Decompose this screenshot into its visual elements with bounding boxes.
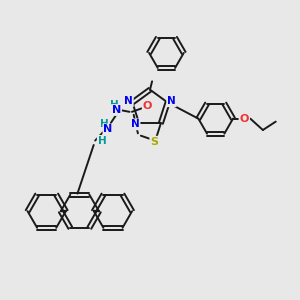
Text: N: N <box>103 124 113 134</box>
Text: N: N <box>124 96 133 106</box>
Text: H: H <box>110 100 119 110</box>
Text: N: N <box>112 105 121 115</box>
Text: O: O <box>240 114 249 124</box>
Text: N: N <box>131 119 140 129</box>
Text: H: H <box>98 136 106 146</box>
Text: S: S <box>150 137 158 147</box>
Text: N: N <box>167 96 176 106</box>
Text: H: H <box>100 119 109 129</box>
Text: O: O <box>143 101 152 112</box>
